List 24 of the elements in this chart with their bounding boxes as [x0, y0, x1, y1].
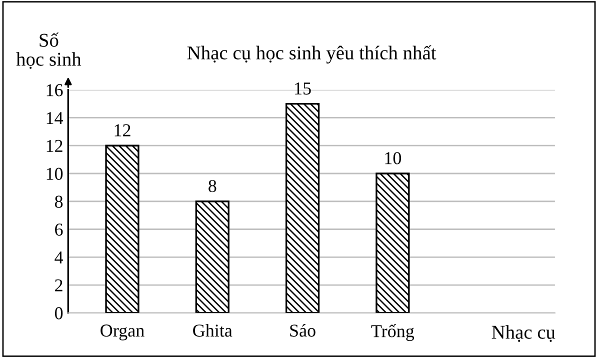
x-tick-label: Organ [100, 324, 144, 340]
data-label: 8 [208, 180, 216, 192]
bar [105, 144, 140, 313]
bar [195, 200, 230, 313]
data-label: 12 [114, 124, 130, 136]
x-tick-label: Sáo [290, 324, 316, 337]
x-tick-label: Trống [371, 324, 414, 341]
y-tick-label: 2 [55, 279, 62, 292]
y-tick-label: 12 [46, 140, 62, 152]
data-label: 15 [295, 82, 311, 95]
bar [376, 172, 410, 313]
chart-title: Nhạc cụ học sinh yêu thích nhất [187, 45, 436, 64]
data-label: 10 [385, 152, 402, 164]
y-tick-label: 6 [55, 224, 63, 236]
bar [285, 102, 320, 313]
y-tick-label: 8 [54, 196, 63, 208]
y-tick-label: 14 [46, 112, 64, 124]
x-axis-title: Nhạc cụ [492, 325, 556, 342]
y-tick-label: 16 [46, 84, 63, 96]
y-tick-label: 10 [46, 168, 63, 180]
y-tick-label: 4 [54, 252, 64, 264]
x-tick-label: Ghita [193, 324, 232, 337]
y-axis-title: Số học sinh [16, 32, 82, 69]
y-tick-label: 0 [54, 307, 63, 320]
